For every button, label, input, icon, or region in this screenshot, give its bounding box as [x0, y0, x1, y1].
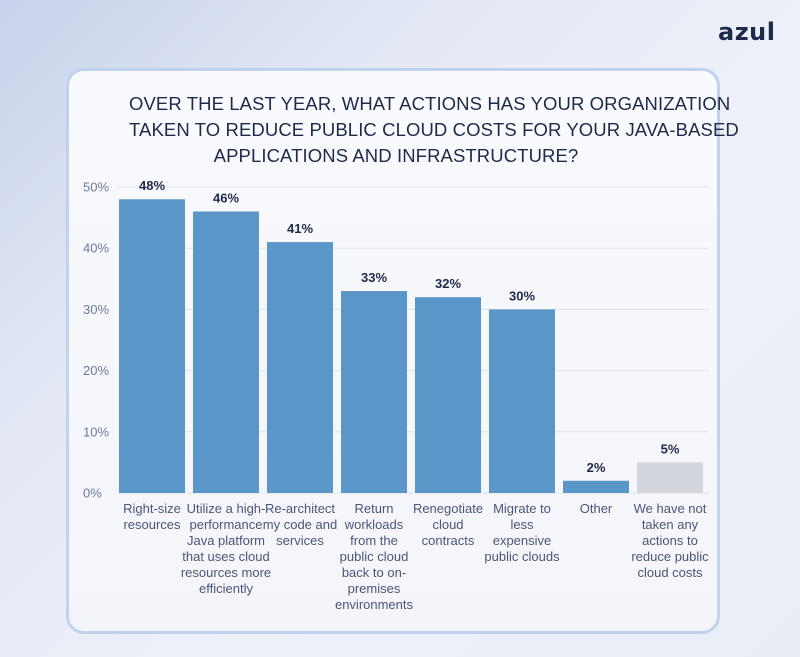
x-category-label-line: public cloud	[339, 549, 409, 564]
bar	[341, 291, 407, 493]
x-category-label-line: performance	[189, 517, 263, 532]
x-category-label-line: expensive	[492, 533, 552, 548]
x-category-label-line: We have not	[633, 501, 707, 516]
x-category-label-line: Re-architect	[264, 501, 336, 516]
x-category-label-line: back to on-	[341, 565, 407, 580]
x-category-label-line: Java platform	[186, 533, 266, 548]
x-category-label: We have not taken any actions to reduce pub…	[624, 501, 716, 581]
bar-value-label: 2%	[587, 460, 606, 475]
chart-card: OVER THE LAST YEAR, WHAT ACTIONS HAS YOU…	[66, 68, 739, 634]
x-category-label-line: Migrate to	[493, 501, 551, 516]
x-category-label-line: contracts	[421, 533, 475, 548]
x-category-label-line: from the	[350, 533, 398, 548]
bar-value-label: 30%	[509, 288, 535, 303]
y-tick-label: 20%	[83, 363, 109, 378]
x-category-label-line: my code and	[262, 517, 338, 532]
x-category-label-line: Return	[354, 501, 394, 516]
x-category-label: Re-architect my code and services	[254, 501, 346, 549]
x-category-label: Return workloads from the public cloud back …	[328, 501, 420, 613]
y-tick-label: 50%	[83, 180, 109, 195]
bar	[267, 242, 333, 493]
bar-value-label: 32%	[435, 276, 461, 291]
x-category-label-line: Utilize a high-	[186, 501, 266, 516]
bar	[489, 309, 555, 493]
bar-value-label: 48%	[139, 178, 165, 193]
bar-value-label: 33%	[361, 270, 387, 285]
chart-title-line: APPLICATIONS AND INFRASTRUCTURE?	[213, 145, 579, 166]
x-category-label-line: actions to	[642, 533, 698, 548]
bar	[415, 297, 481, 493]
chart-title-line: TAKEN TO REDUCE PUBLIC CLOUD COSTS FOR Y…	[129, 119, 739, 140]
bar	[637, 462, 703, 493]
bar-chart: 0% 10% 20% 30% 40% 50% 48% 46% 41% 33% 32% 30% 2% 5%	[83, 178, 709, 501]
azul-logo: azul	[718, 18, 776, 46]
bar	[193, 211, 259, 494]
bar	[119, 199, 185, 494]
x-category-label-line: cloud costs	[637, 565, 703, 580]
x-category-label-line: services	[276, 533, 324, 548]
x-category-label: Utilize a high-performance Java platform t…	[180, 501, 272, 597]
bar-value-label: 41%	[287, 221, 313, 236]
x-category-label-line: reduce public	[631, 549, 709, 564]
x-category-label-line: less	[510, 517, 534, 532]
x-category-label-line: Right-size	[123, 501, 181, 516]
x-category-label-line: resources more	[180, 565, 272, 580]
x-category-label-line: taken any	[641, 517, 699, 532]
x-category-label-line: efficiently	[199, 581, 253, 596]
chart-title: OVER THE LAST YEAR, WHAT ACTIONS HAS YOU…	[129, 91, 739, 169]
chart-title-line: OVER THE LAST YEAR, WHAT ACTIONS HAS YOU…	[129, 93, 731, 114]
x-category-label: Other	[550, 501, 642, 517]
bar-value-label: 46%	[213, 190, 239, 205]
y-tick-label: 40%	[83, 241, 109, 256]
x-category-label-line: that uses cloud	[182, 549, 270, 564]
x-category-label-line: environments	[334, 597, 414, 612]
x-category-label: Renegotiate cloud contracts	[402, 501, 494, 549]
y-tick-label: 10%	[83, 424, 109, 439]
x-category-label-line: public clouds	[484, 549, 560, 564]
x-category-label: Migrate to less expensive public clouds	[476, 501, 568, 565]
x-category-label-line: Other	[579, 501, 613, 516]
x-category-label-line: resources	[123, 517, 181, 532]
bar-value-label: 5%	[661, 441, 680, 456]
x-category-label: Right-size resources	[106, 501, 198, 533]
y-tick-label: 0%	[83, 486, 102, 501]
x-category-label-line: cloud	[432, 517, 464, 532]
bar	[563, 480, 629, 493]
x-category-label-line: Renegotiate	[412, 501, 484, 516]
x-category-label-line: premises	[347, 581, 401, 596]
x-category-label-line: workloads	[344, 517, 404, 532]
y-tick-label: 30%	[83, 302, 109, 317]
